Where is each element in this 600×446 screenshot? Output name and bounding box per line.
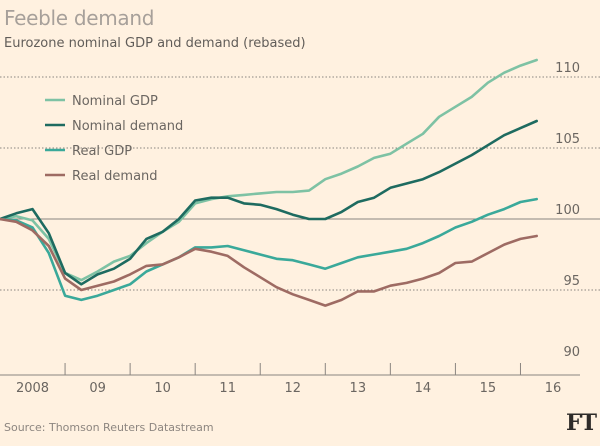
x-tick-label-13: 13 [350, 381, 367, 396]
x-tick-label-09: 09 [89, 381, 106, 396]
series-line-real-gdp [0, 197, 539, 302]
y-tick-label-105: 105 [555, 132, 580, 147]
y-tick-label-95: 95 [563, 274, 580, 289]
legend-label-real-gdp: Real GDP [72, 144, 132, 159]
chart-title: Feeble demand [4, 6, 155, 30]
legend-label-real-demand: Real demand [72, 169, 158, 184]
ft-logo: FT [566, 410, 597, 436]
x-tick-label-16: 16 [545, 381, 562, 396]
series-lines [0, 58, 539, 307]
series-line-nominal-gdp [0, 58, 539, 282]
x-tick-label-12: 12 [284, 381, 301, 396]
legend-label-nominal-demand: Nominal demand [72, 119, 183, 134]
source-note: Source: Thomson Reuters Datastream [4, 421, 214, 434]
legend-label-nominal-gdp: Nominal GDP [72, 94, 158, 109]
y-tick-label-110: 110 [555, 61, 580, 76]
y-axis-tick-labels: 90 95 100 105 110 [555, 61, 580, 360]
x-tick-label-14: 14 [415, 381, 432, 396]
x-tick-label-15: 15 [480, 381, 497, 396]
chart-subtitle: Eurozone nominal GDP and demand (rebased… [4, 36, 306, 51]
y-tick-label-90: 90 [563, 345, 580, 360]
x-tick-label-2008: 2008 [16, 381, 49, 396]
series-line-real-demand [0, 217, 539, 307]
x-axis: 2008 09 10 11 12 13 14 15 16 [0, 363, 580, 396]
series-line-nominal-demand [0, 119, 539, 286]
y-tick-label-100: 100 [555, 203, 580, 218]
x-tick-label-10: 10 [154, 381, 171, 396]
legend: Nominal GDP Nominal demand Real GDP Real de… [45, 94, 183, 184]
grid-lines [0, 76, 600, 291]
x-tick-label-11: 11 [219, 381, 236, 396]
